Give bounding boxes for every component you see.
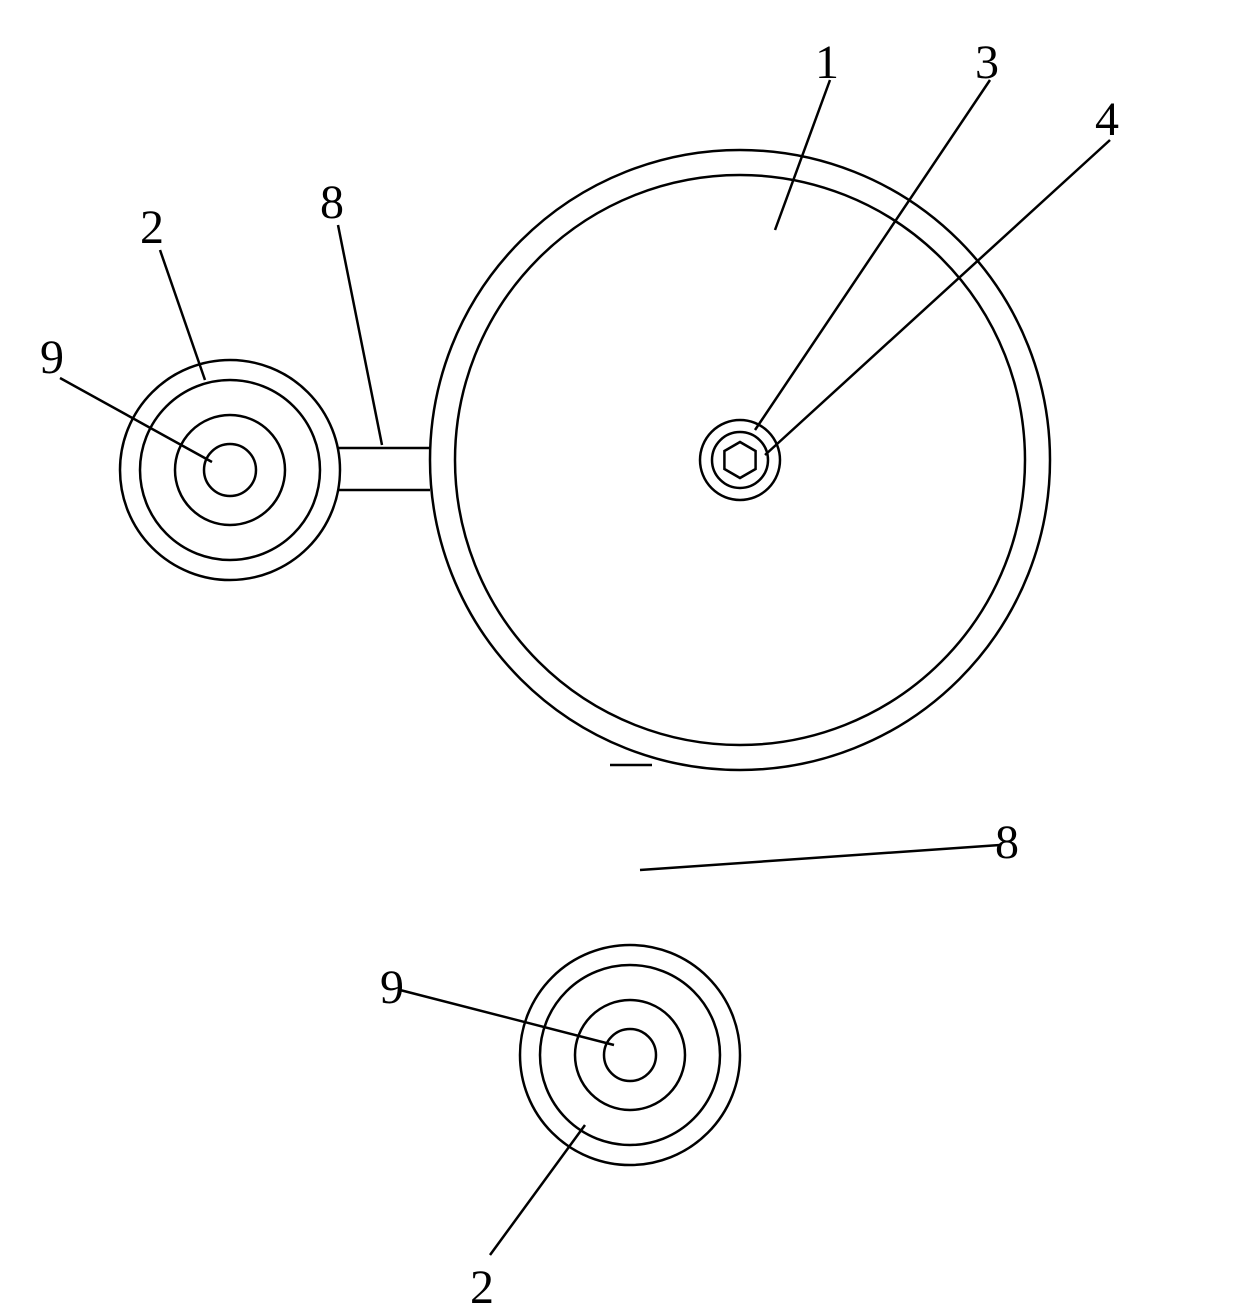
mechanical-diagram (0, 0, 1240, 1311)
label-2-lower: 2 (470, 1260, 494, 1315)
label-9-lower: 9 (380, 960, 404, 1015)
label-2-upper: 2 (140, 200, 164, 255)
label-8-upper: 8 (320, 175, 344, 230)
label-8-lower: 8 (995, 815, 1019, 870)
label-4: 4 (1095, 92, 1119, 147)
label-3: 3 (975, 35, 999, 90)
label-9-upper: 9 (40, 330, 64, 385)
label-1: 1 (815, 35, 839, 90)
